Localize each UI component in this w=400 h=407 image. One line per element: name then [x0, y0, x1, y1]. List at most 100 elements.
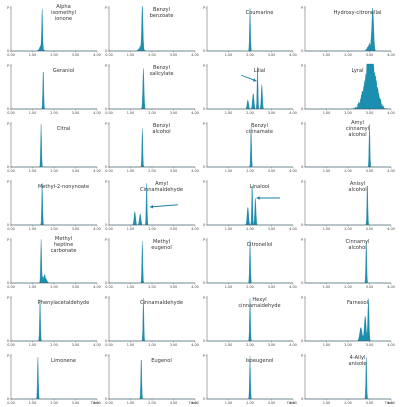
chart-title: Limonene	[51, 358, 76, 364]
chromatogram-panel-22: 1.00 2.00 3.00 4.00 0 P Hexyl cinnamaldehyde	[203, 296, 297, 347]
chromatogram-panel-6: 1.00 2.00 3.00 4.00 0 P Lilial	[203, 64, 297, 115]
x-tick-label: 1.00	[29, 227, 37, 231]
x-tick-label: 2.00	[50, 111, 58, 115]
x-tick-label: 2.00	[50, 343, 58, 347]
x-tick-label: 1.00	[127, 227, 135, 231]
x-tick-label: 4.00	[191, 169, 199, 173]
x-tick-label: 1.00	[323, 285, 331, 289]
x-tick-label: 0.00	[7, 53, 15, 57]
chart-title: Cinnamyl alcohol	[346, 239, 370, 251]
x-tick-label: 4.00	[289, 227, 297, 231]
chromatogram-panel-8: 0.00 1.00 2.00 3.00 4.00 0 P Citral	[7, 122, 101, 173]
x-tick-label: 1.00	[127, 111, 135, 115]
x-tick-label: 1.00	[323, 343, 331, 347]
chromatogram-panel-20: 0.00 1.00 2.00 3.00 4.00 0 P Phenylacetaldehyde	[7, 296, 101, 347]
chart-title: Farnesol	[347, 300, 368, 306]
x-tick-label: 1.00	[323, 169, 331, 173]
x-tick-label: 1.00	[323, 53, 331, 57]
chart-title: Lilial	[254, 68, 266, 74]
x-tick-label: 3.00	[268, 227, 276, 231]
y-tick-label: 0	[7, 223, 9, 227]
chromatogram-panel-3: 1.00 2.00 3.00 4.00 0 P Hydroxy-citronellal	[301, 6, 395, 57]
x-tick-label: 0.00	[7, 343, 15, 347]
x-tick-label: 3.00	[366, 285, 374, 289]
chart-title: Methyl heptine carbonate	[51, 236, 77, 254]
x-tick-label: 4.00	[191, 343, 199, 347]
chromatogram-panel-16: 0.00 1.00 2.00 3.00 4.00 0 P Methyl heptine carbo…	[7, 236, 101, 289]
y-tick-label: P	[105, 296, 107, 300]
chromatogram-panel-1: 0.00 1.00 2.00 3.00 4.00 0 P Benzyl benzoate	[105, 5, 199, 57]
x-tick-label: 2.00	[246, 285, 254, 289]
x-tick-label: 2.00	[344, 401, 352, 405]
y-tick-label: 0	[203, 339, 205, 343]
y-tick-label: P	[105, 180, 107, 184]
y-tick-label: 0	[105, 107, 107, 111]
x-tick-label: 3.00	[72, 343, 80, 347]
x-tick-label: 0.00	[105, 53, 113, 57]
y-tick-label: P	[203, 296, 205, 300]
x-tick-label: 4.00	[289, 111, 297, 115]
x-tick-label: 1.00	[225, 111, 233, 115]
x-tick-label: 2.00	[344, 111, 352, 115]
y-tick-label: P	[301, 122, 303, 126]
y-tick-label: 0	[301, 397, 303, 401]
x-tick-label: 4.00	[387, 285, 395, 289]
x-tick-label: 1.00	[225, 53, 233, 57]
x-tick-label: 1.00	[127, 169, 135, 173]
chromatogram-panel-4: 0.00 1.00 2.00 3.00 4.00 0 P Geraniol	[7, 64, 101, 115]
x-tick-label: 2.00	[148, 227, 156, 231]
chart-title: Citronellol	[247, 242, 273, 248]
x-tick-label: 0.00	[7, 285, 15, 289]
annotation-arrowhead	[252, 78, 257, 82]
x-tick-label: 4.00	[93, 227, 101, 231]
chart-title: Alpha isomethyl ionone	[51, 4, 76, 22]
y-tick-label: P	[7, 180, 9, 184]
x-tick-label: 1.00	[225, 401, 233, 405]
y-tick-label: 0	[301, 107, 303, 111]
x-tick-label: 2.00	[246, 401, 254, 405]
annotation-arrowhead	[256, 196, 260, 200]
chromatogram-panel-17: 0.00 1.00 2.00 3.00 4.00 0 P Methyl eugenol	[105, 238, 199, 289]
y-tick-label: 0	[105, 165, 107, 169]
x-tick-label: 2.00	[148, 111, 156, 115]
y-tick-label: 0	[7, 49, 9, 53]
x-tick-label: 2.00	[246, 169, 254, 173]
x-tick-label: 1.00	[127, 401, 135, 405]
chart-title: Amyl cinnamyl alcohol	[346, 120, 369, 138]
x-tick-label: 4.00	[387, 401, 395, 405]
y-tick-label: 0	[301, 339, 303, 343]
chromatogram-panel-0: 0.00 1.00 2.00 3.00 4.00 0 P Alpha isomethyl iono…	[7, 4, 101, 57]
x-tick-label: 2.00	[148, 285, 156, 289]
y-tick-label: P	[203, 6, 205, 10]
y-tick-label: P	[301, 296, 303, 300]
x-tick-label: 4.00	[289, 343, 297, 347]
y-tick-label: 0	[105, 281, 107, 285]
y-tick-label: 0	[301, 281, 303, 285]
x-tick-label: 3.00	[72, 401, 80, 405]
x-tick-label: 3.00	[170, 343, 178, 347]
x-tick-label: 0.00	[7, 111, 15, 115]
chromatogram-panel-10: 1.00 2.00 3.00 4.00 0 P Benzyl cinnamate	[203, 122, 297, 173]
chart-title: Amyl Cinnamaldehyde	[140, 181, 183, 193]
x-tick-label: 3.00	[366, 169, 374, 173]
y-tick-label: P	[203, 180, 205, 184]
x-tick-label: 1.00	[323, 111, 331, 115]
x-tick-label: 0.00	[105, 401, 113, 405]
x-tick-label: 2.00	[344, 227, 352, 231]
x-tick-label: 4.00	[191, 53, 199, 57]
x-tick-label: 2.00	[246, 53, 254, 57]
x-axis-unit: Time	[286, 401, 295, 405]
chromatogram-panel-21: 0.00 1.00 2.00 3.00 4.00 0 P Cinnamaldehyde	[105, 296, 199, 347]
x-tick-label: 2.00	[148, 343, 156, 347]
y-tick-label: 0	[105, 49, 107, 53]
x-tick-label: 3.00	[170, 227, 178, 231]
chart-title: Geraniol	[53, 68, 74, 74]
x-tick-label: 3.00	[170, 53, 178, 57]
x-tick-label: 3.00	[170, 285, 178, 289]
chart-title: Benzyl cinnamate	[246, 123, 273, 135]
y-tick-label: 0	[203, 223, 205, 227]
y-tick-label: P	[7, 6, 9, 10]
y-tick-label: P	[203, 238, 205, 242]
x-tick-label: 3.00	[268, 111, 276, 115]
